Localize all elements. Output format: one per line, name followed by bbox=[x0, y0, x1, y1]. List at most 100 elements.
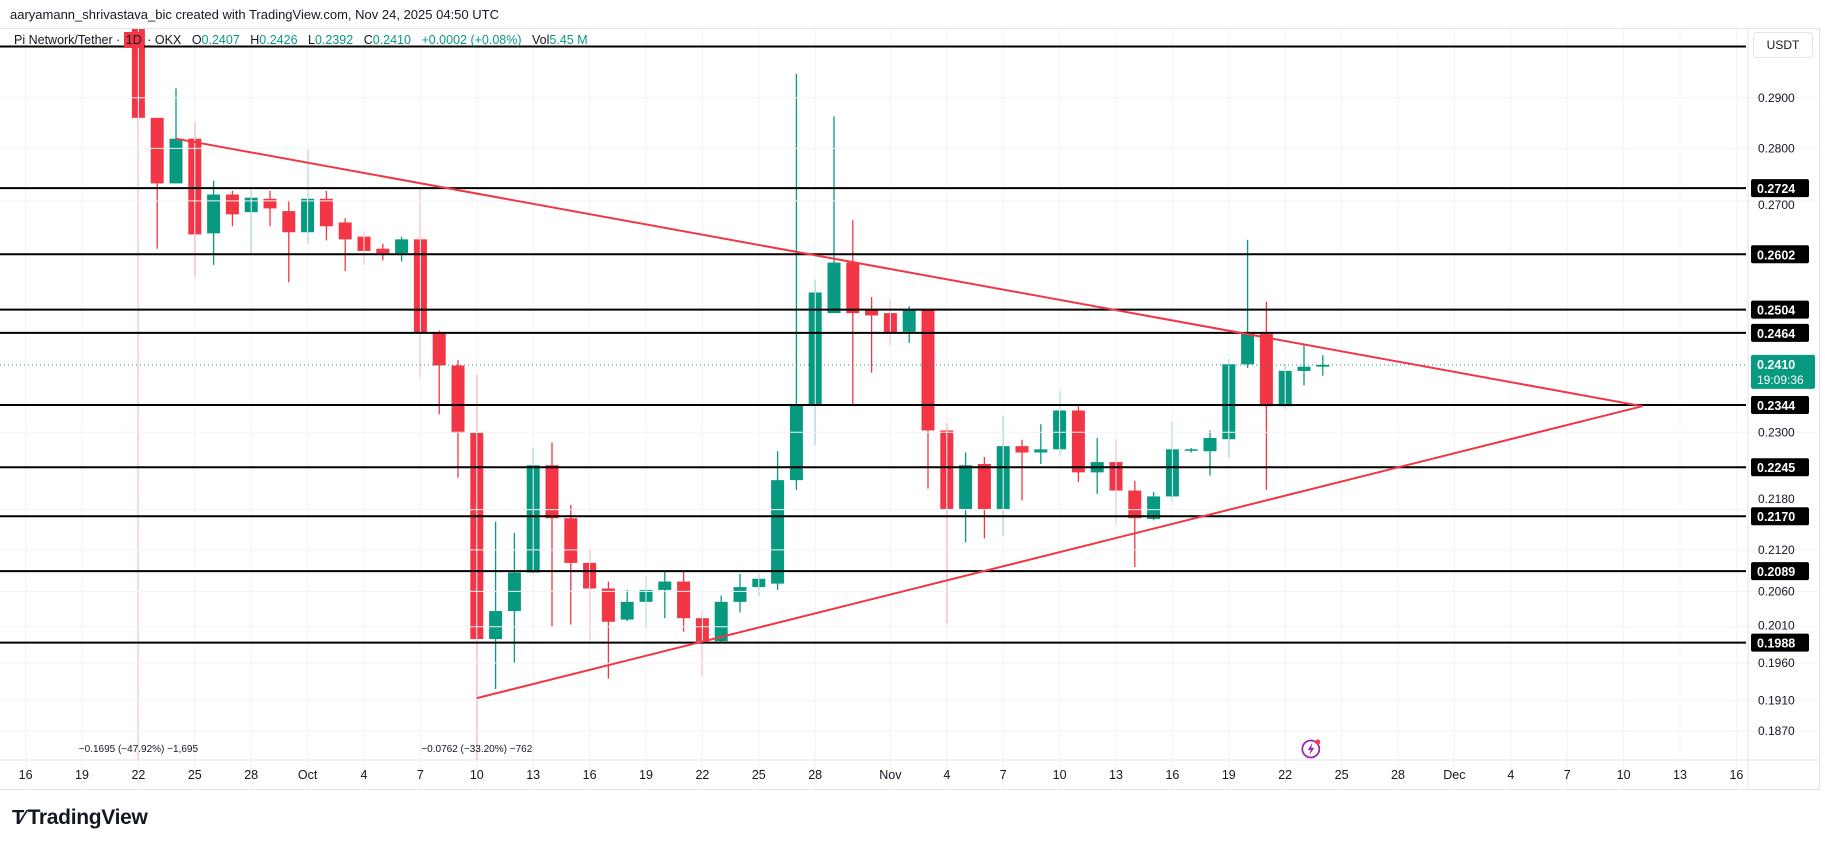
candle bbox=[150, 117, 164, 249]
candle bbox=[959, 452, 973, 543]
time-tick-label: 22 bbox=[131, 768, 145, 782]
candle bbox=[714, 595, 728, 644]
timeframe[interactable]: 1D bbox=[123, 32, 144, 48]
low-label: L bbox=[308, 33, 315, 47]
candle-body bbox=[207, 194, 221, 234]
price-tick-label: 0.1960 bbox=[1758, 656, 1795, 670]
time-tick-label: 7 bbox=[417, 768, 424, 782]
candle-body bbox=[225, 194, 239, 215]
open-value: 0.2407 bbox=[201, 33, 240, 47]
candle-body bbox=[789, 404, 803, 481]
candle-body bbox=[432, 332, 446, 366]
exchange: OKX bbox=[154, 33, 182, 47]
time-tick-label: Dec bbox=[1443, 768, 1465, 782]
candle bbox=[620, 589, 634, 622]
candle-body bbox=[846, 262, 860, 314]
candle-body bbox=[921, 309, 935, 431]
time-tick-label: 22 bbox=[1278, 768, 1292, 782]
candle-body bbox=[545, 465, 559, 519]
candle bbox=[601, 581, 615, 679]
price-level-label: 0.2602 bbox=[1757, 248, 1795, 262]
price-level-badge bbox=[1751, 633, 1809, 652]
candle bbox=[771, 451, 785, 590]
candle bbox=[225, 190, 239, 227]
candle bbox=[338, 218, 352, 271]
time-tick-label: 7 bbox=[1000, 768, 1007, 782]
price-level-label: 0.2170 bbox=[1757, 510, 1795, 524]
price-level-badge bbox=[1751, 458, 1809, 477]
time-tick-label: 19 bbox=[639, 768, 653, 782]
tradingview-logo[interactable]: T⁄ TradingView bbox=[12, 806, 148, 830]
candle bbox=[1090, 437, 1104, 494]
candle bbox=[545, 442, 559, 627]
candle-body bbox=[733, 587, 747, 602]
candle-body bbox=[714, 601, 728, 642]
candle-body bbox=[489, 611, 503, 640]
high-value: 0.2426 bbox=[259, 33, 298, 47]
candle bbox=[1241, 239, 1255, 368]
candle bbox=[1203, 430, 1217, 476]
chart-pane[interactable] bbox=[0, 28, 1820, 790]
time-tick-label: 13 bbox=[1673, 768, 1687, 782]
time-tick-label: 16 bbox=[19, 768, 33, 782]
candle bbox=[432, 330, 446, 415]
candle-body bbox=[1071, 410, 1085, 473]
price-level-label: 0.2464 bbox=[1757, 327, 1795, 341]
time-tick-label: 22 bbox=[695, 768, 709, 782]
time-tick-label: Nov bbox=[879, 768, 902, 782]
current-price-badge bbox=[1751, 354, 1815, 389]
range-annotation: −0.0762 (−33.20%) −762 bbox=[421, 744, 532, 755]
candle bbox=[319, 190, 333, 241]
price-tick-label: 0.2300 bbox=[1758, 425, 1795, 439]
price-level-badge bbox=[1751, 245, 1809, 264]
candle bbox=[451, 360, 465, 478]
candle bbox=[921, 309, 935, 489]
candle bbox=[865, 297, 879, 373]
candle bbox=[263, 190, 277, 227]
open-label: O bbox=[191, 33, 202, 47]
price-level-label: 0.1988 bbox=[1757, 637, 1795, 651]
time-tick-label: 28 bbox=[1391, 768, 1405, 782]
time-tick-label: 19 bbox=[1222, 768, 1236, 782]
lightning-icon-ring bbox=[1301, 739, 1321, 759]
symbol-name[interactable]: Pi Network/Tether bbox=[14, 33, 113, 47]
candle bbox=[1316, 355, 1330, 376]
candle-body bbox=[263, 198, 277, 209]
candle bbox=[1128, 480, 1142, 568]
candle bbox=[207, 180, 221, 265]
high-label: H bbox=[250, 33, 260, 47]
candle-body bbox=[959, 465, 973, 509]
time-tick-label: 25 bbox=[188, 768, 202, 782]
candle bbox=[564, 504, 578, 625]
candle-body bbox=[865, 309, 879, 316]
candle-body bbox=[620, 601, 634, 620]
time-tick-label: 25 bbox=[1335, 768, 1349, 782]
time-tick-label: 28 bbox=[808, 768, 822, 782]
candle-body bbox=[319, 198, 333, 227]
candle-body bbox=[658, 581, 672, 590]
close-label: C bbox=[363, 33, 373, 47]
lightning-icon-bolt bbox=[1307, 743, 1315, 755]
candle-body bbox=[376, 248, 390, 254]
price-tick-label: 0.1870 bbox=[1758, 724, 1795, 738]
plot-area bbox=[131, 29, 1330, 760]
candle bbox=[977, 456, 991, 539]
time-tick-label: 10 bbox=[1053, 768, 1067, 782]
symbol-legend: Pi Network/Tether · 1D · OKX O0.2407 H0.… bbox=[14, 32, 588, 48]
time-tick-label: 13 bbox=[1109, 768, 1123, 782]
candle bbox=[1259, 301, 1273, 490]
candle-body bbox=[338, 222, 352, 240]
price-level-badge bbox=[1751, 562, 1809, 581]
price-tick-label: 0.2700 bbox=[1758, 198, 1795, 212]
candle-body bbox=[169, 138, 183, 184]
price-tick-label: 0.2800 bbox=[1758, 141, 1795, 155]
currency-button[interactable]: USDT bbox=[1753, 32, 1813, 58]
lightning-icon[interactable] bbox=[1301, 739, 1321, 759]
trendline bbox=[175, 137, 1643, 408]
price-tick-label: 0.2060 bbox=[1758, 584, 1795, 598]
candle bbox=[658, 570, 672, 619]
candle-body bbox=[451, 365, 465, 433]
candle bbox=[489, 521, 503, 690]
candle-body bbox=[902, 309, 916, 332]
